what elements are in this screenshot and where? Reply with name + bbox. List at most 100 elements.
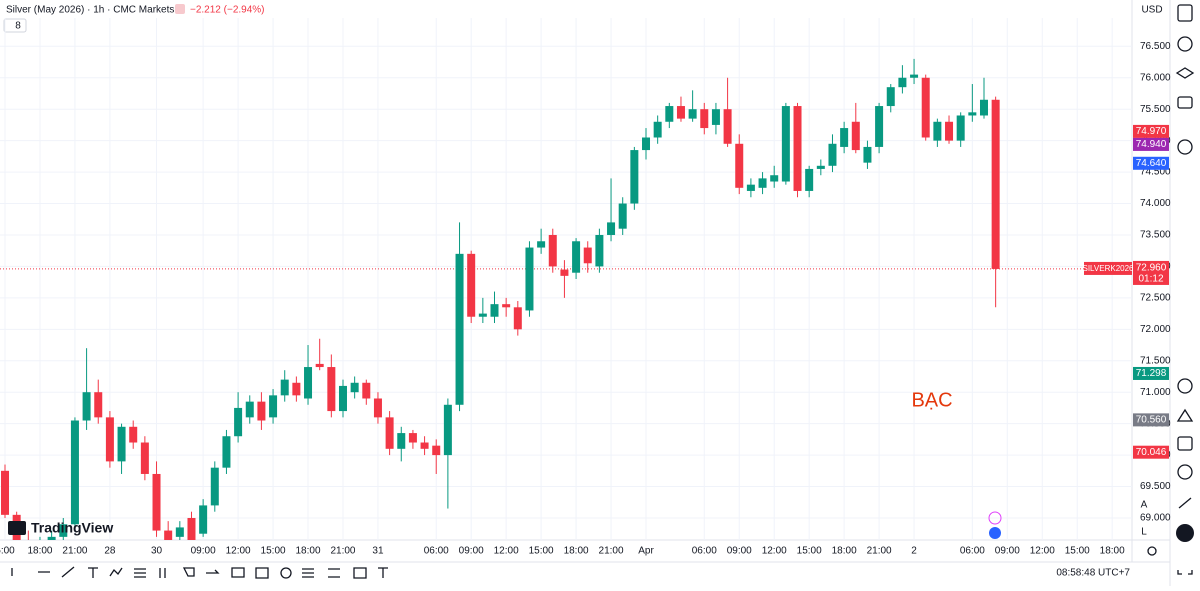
candle-body	[408, 433, 417, 443]
candle-body	[735, 143, 744, 188]
symbol-label: SILVERK2026	[1083, 264, 1135, 273]
x-tick-label: 5:00	[0, 546, 15, 557]
emoji-icon[interactable]	[1177, 464, 1193, 480]
candle-body	[945, 121, 954, 141]
candle-body	[59, 524, 68, 537]
alerts-icon[interactable]	[1177, 36, 1193, 52]
candle-body	[47, 536, 56, 540]
candle-body	[688, 109, 697, 119]
candle-body	[304, 367, 313, 399]
x-tick-label: 12:00	[494, 546, 519, 557]
chat-icon[interactable]	[1177, 96, 1193, 109]
candle-body	[653, 121, 662, 138]
candle-body	[385, 417, 394, 449]
candle-body	[630, 150, 639, 204]
right-toolbar	[1175, 4, 1195, 575]
candle-body	[350, 382, 359, 393]
drawing-tools[interactable]	[11, 566, 388, 579]
x-tick-label: 18:00	[1100, 546, 1125, 557]
candle-body	[665, 106, 674, 122]
y-tick-label: 69.500	[1140, 481, 1171, 492]
currency[interactable]: USD	[1141, 5, 1162, 16]
candle-body	[548, 234, 557, 267]
x-tick-label: 21:00	[330, 546, 355, 557]
candle-body	[618, 203, 627, 229]
layers-icon[interactable]	[1175, 67, 1195, 79]
x-tick-label: 15:00	[1065, 546, 1090, 557]
candle-body	[397, 433, 406, 449]
y-tick-label: 73.500	[1140, 230, 1171, 241]
apps-icon[interactable]	[1176, 524, 1194, 542]
x-tick-label: 15:00	[261, 546, 286, 557]
candle-body	[443, 404, 452, 456]
indicator-toggle[interactable]	[3, 18, 27, 33]
candle-body	[968, 112, 977, 116]
candle-body	[921, 77, 930, 138]
scale-auto[interactable]: A	[1141, 500, 1148, 511]
help-icon[interactable]	[1177, 139, 1193, 155]
y-tick-label: 71.000	[1140, 387, 1171, 398]
x-tick-label: 21:00	[62, 546, 87, 557]
x-tick-label: 06:00	[692, 546, 717, 557]
candle-body	[572, 241, 581, 273]
x-tick-label: 12:00	[1030, 546, 1055, 557]
x-tick-label: 2	[911, 546, 917, 557]
pattern-icon[interactable]	[1176, 408, 1194, 422]
scale-log[interactable]: L	[1141, 527, 1147, 538]
brush-icon[interactable]	[1178, 497, 1192, 509]
x-tick-label: 12:00	[762, 546, 787, 557]
candle-body	[432, 445, 441, 456]
candle-body	[327, 367, 336, 412]
candle-body	[816, 165, 825, 169]
measure-tool[interactable]	[280, 567, 292, 579]
y-tick-label: 76.500	[1140, 41, 1171, 52]
annotation: BẠC	[911, 389, 952, 411]
candle-body	[82, 392, 91, 421]
price-tag-label: 71.298	[1136, 368, 1167, 379]
event-icon[interactable]	[988, 511, 1002, 525]
candle-body	[595, 234, 604, 267]
x-tick-label: 15:00	[529, 546, 554, 557]
x-tick-label: 15:00	[797, 546, 822, 557]
clock: 08:58:48 UTC+7	[1056, 568, 1130, 579]
indicator-count: 8	[15, 21, 21, 32]
candle-body	[875, 106, 884, 147]
candle-body	[910, 74, 919, 78]
candle-body	[455, 253, 464, 405]
candle-body	[152, 473, 161, 531]
logo: TradingView	[8, 520, 113, 536]
price-tag	[1133, 445, 1169, 459]
candle-body	[222, 436, 231, 468]
candle-body	[94, 392, 103, 418]
x-tick-label: 18:00	[296, 546, 321, 557]
price-tag	[1133, 156, 1169, 170]
y-tick-label: 72.000	[1140, 324, 1171, 335]
watchlist-icon[interactable]	[1177, 4, 1193, 22]
x-tick-label: 30	[151, 546, 163, 557]
candle-body	[642, 137, 651, 151]
last-price-label: 72.960	[1136, 263, 1167, 274]
y-tick-label: 69.000	[1140, 513, 1171, 524]
alert-icon[interactable]	[175, 4, 185, 14]
x-tick-label: 06:00	[960, 546, 985, 557]
x-tick-label: 28	[104, 546, 116, 557]
candle-body	[700, 109, 709, 129]
y-tick-label: 71.500	[1140, 355, 1171, 366]
x-tick-label: 09:00	[995, 546, 1020, 557]
calendar-icon[interactable]	[1177, 436, 1193, 451]
price-tag-label: 74.970	[1136, 126, 1167, 137]
candle-body	[140, 442, 149, 474]
settings-icon[interactable]	[1147, 546, 1157, 556]
candle-body	[979, 99, 988, 116]
flag-icon[interactable]	[989, 527, 1001, 539]
price-tag-label: 74.640	[1136, 158, 1167, 169]
countdown: 01:12	[1138, 274, 1163, 285]
price-change: −2.212 (−2.94%)	[190, 5, 265, 16]
y-tick-label: 75.500	[1140, 104, 1171, 115]
target-icon[interactable]	[1177, 378, 1193, 394]
fullscreen-icon[interactable]	[1177, 570, 1193, 575]
candle-body	[187, 517, 196, 540]
price-tag	[1133, 137, 1169, 151]
candle-body	[758, 178, 767, 188]
